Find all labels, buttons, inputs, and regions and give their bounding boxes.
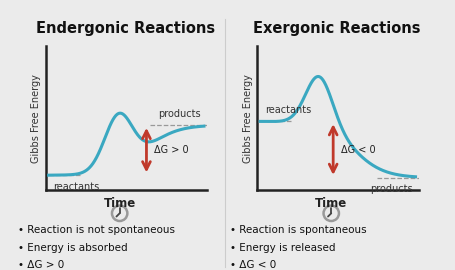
Text: products: products [370,184,412,194]
Text: Time: Time [104,197,136,210]
Text: • ΔG < 0: • ΔG < 0 [230,260,276,270]
Y-axis label: Gibbs Free Energy: Gibbs Free Energy [243,74,253,163]
Text: reactants: reactants [53,181,100,191]
Text: Time: Time [315,197,347,210]
Text: • Reaction is spontaneous: • Reaction is spontaneous [230,225,366,235]
Text: ΔG < 0: ΔG < 0 [341,144,375,154]
Text: Endergonic Reactions: Endergonic Reactions [35,21,215,36]
Text: ΔG > 0: ΔG > 0 [154,145,189,155]
Text: • Reaction is not spontaneous: • Reaction is not spontaneous [18,225,175,235]
Text: reactants: reactants [265,105,311,115]
Text: • Energy is absorbed: • Energy is absorbed [18,243,128,253]
Text: Exergonic Reactions: Exergonic Reactions [253,21,420,36]
Text: • Energy is released: • Energy is released [230,243,335,253]
Text: • ΔG > 0: • ΔG > 0 [18,260,65,270]
Y-axis label: Gibbs Free Energy: Gibbs Free Energy [31,74,41,163]
Text: products: products [158,109,201,119]
